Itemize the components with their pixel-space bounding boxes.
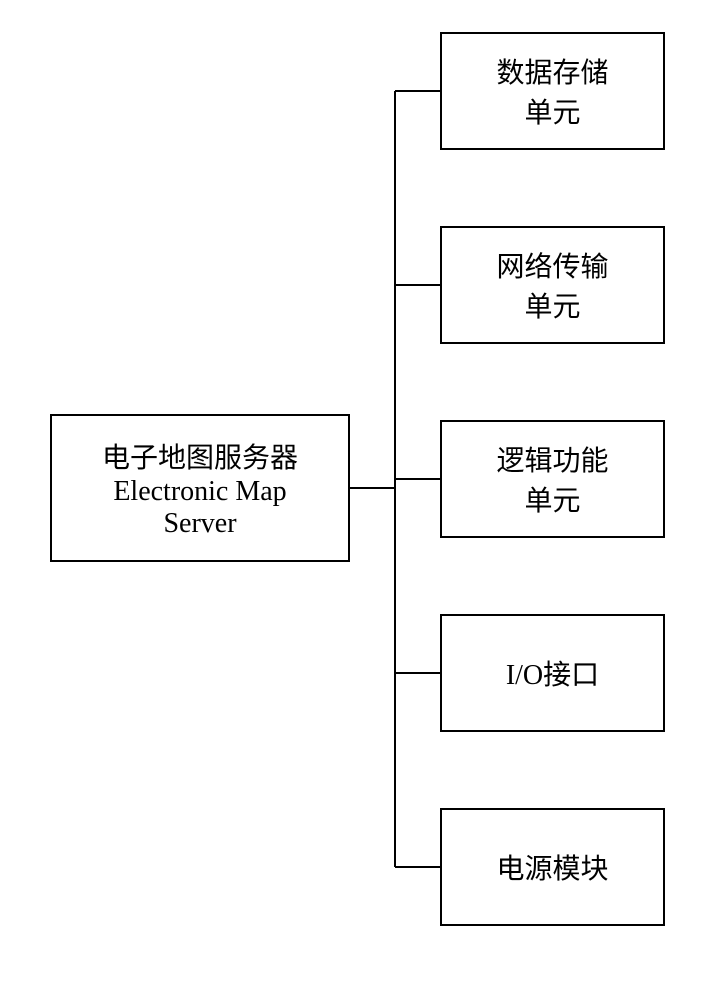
child-node-3: I/O接口 [440,614,665,732]
root-node-text: 电子地图服务器 [102,436,298,476]
child-node-text: 单元 [524,91,580,131]
child-node-text: 网络传输 [496,245,608,285]
child-node-text: 逻辑功能 [496,439,608,479]
root-node-text: Server [163,508,236,540]
child-node-1: 网络传输单元 [440,226,665,344]
root-node: 电子地图服务器Electronic MapServer [50,414,350,562]
child-node-text: 单元 [524,479,580,519]
root-node-text: Electronic Map [113,476,286,508]
child-node-text: 电源模块 [496,847,608,887]
child-node-0: 数据存储单元 [440,32,665,150]
child-node-2: 逻辑功能单元 [440,420,665,538]
child-node-4: 电源模块 [440,808,665,926]
child-node-text: 单元 [524,285,580,325]
child-node-text: 数据存储 [496,51,608,91]
child-node-text: I/O接口 [506,653,599,693]
